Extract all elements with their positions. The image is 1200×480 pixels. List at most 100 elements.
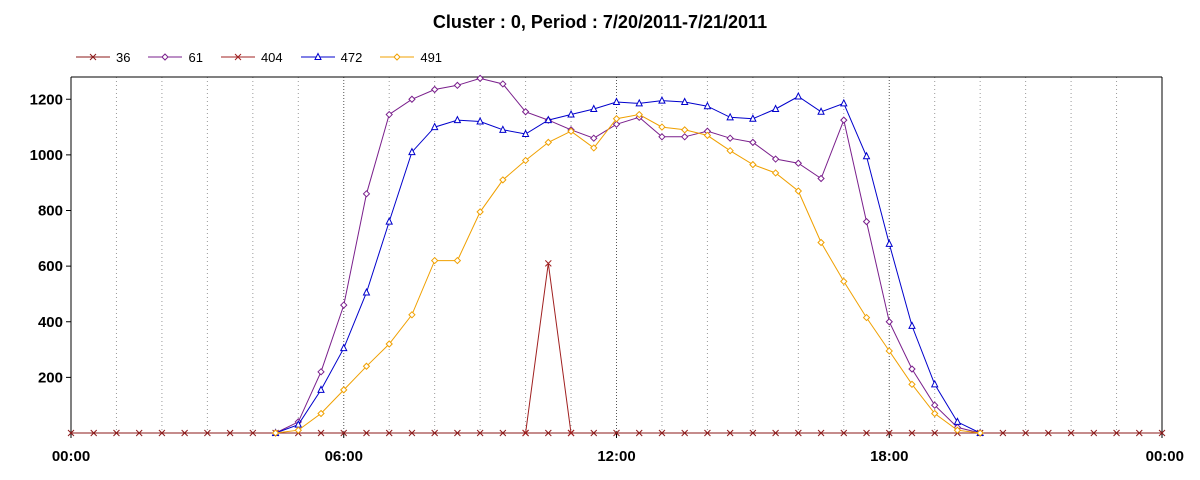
data-point (385, 217, 394, 225)
data-point (885, 239, 894, 247)
data-point (908, 365, 916, 373)
data-point (453, 81, 462, 90)
data-point (317, 385, 325, 393)
data-point (885, 318, 893, 326)
data-point (839, 98, 848, 107)
data-point (454, 429, 461, 437)
data-point (521, 129, 530, 138)
data-point (271, 429, 280, 437)
grid (115, 77, 1118, 433)
data-point (430, 122, 439, 131)
data-point (908, 429, 916, 437)
data-point (234, 53, 242, 61)
chart-title: Cluster : 0, Period : 7/20/2011-7/21/201… (432, 12, 768, 32)
data-point (726, 146, 734, 155)
data-point (1158, 429, 1166, 437)
data-point (431, 429, 439, 437)
data-point (840, 277, 848, 286)
data-point (840, 116, 848, 124)
data-point (362, 190, 371, 198)
legend-item: 491 (380, 50, 442, 65)
data-point (362, 287, 371, 296)
data-point (726, 134, 734, 142)
data-point (521, 156, 530, 165)
legend-item: 61 (148, 50, 203, 65)
data-point (794, 159, 803, 167)
data-point (1045, 429, 1052, 437)
data-point (453, 256, 462, 265)
legend-item: 404 (220, 50, 283, 65)
data-point (430, 85, 439, 94)
data-point (158, 429, 166, 437)
data-point (408, 147, 416, 156)
data-point (863, 429, 870, 437)
data-point (204, 429, 211, 437)
data-point (362, 362, 371, 370)
data-point (613, 429, 620, 437)
data-point (589, 104, 598, 112)
data-point (340, 429, 348, 437)
legend-swatch (380, 53, 415, 61)
data-point (931, 401, 939, 409)
data-point (658, 429, 666, 437)
data-point (317, 409, 325, 418)
data-point (544, 259, 552, 267)
data-point (89, 53, 97, 61)
legend-label: 36 (116, 49, 131, 65)
data-point (385, 340, 393, 348)
series-line (275, 95, 981, 434)
data-point (385, 429, 393, 437)
series-line (275, 77, 981, 434)
data-point (749, 160, 757, 169)
data-point (385, 110, 393, 119)
data-point (430, 256, 439, 265)
data-point (317, 429, 325, 437)
legend-swatch (76, 53, 110, 61)
data-point (749, 429, 757, 437)
data-point (703, 131, 712, 140)
data-point (771, 104, 780, 112)
data-point (408, 95, 416, 103)
data-point (67, 429, 75, 437)
data-point (590, 144, 598, 152)
data-point (953, 426, 962, 434)
legend-item: 36 (76, 50, 130, 65)
data-point (453, 115, 462, 124)
data-point (931, 409, 939, 418)
data-point (885, 347, 893, 355)
data-point (90, 429, 98, 437)
data-point (658, 123, 666, 131)
data-point (135, 429, 143, 437)
data-point (544, 429, 552, 437)
data-point (476, 74, 484, 83)
data-point (771, 169, 780, 177)
data-point (499, 80, 507, 88)
series-61 (271, 74, 984, 437)
data-point (749, 114, 757, 122)
data-point (181, 429, 188, 437)
data-point (522, 429, 529, 437)
data-point (1022, 429, 1029, 437)
data-point (658, 96, 666, 104)
data-point (771, 155, 780, 163)
x-tick-label: 00:00 (52, 448, 90, 465)
data-point (635, 429, 643, 437)
series-491 (271, 110, 984, 437)
data-point (726, 429, 734, 437)
data-point (294, 426, 302, 434)
legend: 36 61 404 472 491 (76, 48, 460, 66)
series-line (275, 113, 981, 434)
y-tick-label: 800 (38, 203, 63, 220)
data-point (113, 429, 120, 437)
data-point (930, 379, 939, 388)
data-point (408, 429, 416, 437)
x-tick-label: 12:00 (597, 448, 635, 465)
x-tick-label: 06:00 (325, 448, 363, 465)
data-point (317, 368, 325, 376)
data-point (408, 311, 416, 319)
data-point (393, 53, 402, 61)
data-point (862, 217, 871, 226)
data-point (340, 301, 348, 309)
data-point (817, 429, 825, 437)
